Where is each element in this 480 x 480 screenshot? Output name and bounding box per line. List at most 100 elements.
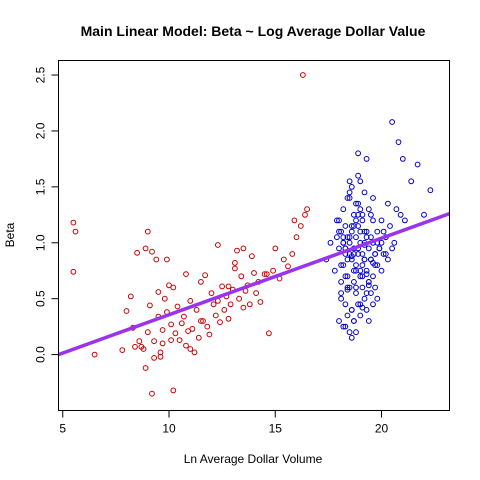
data-point — [370, 217, 376, 224]
data-point — [397, 211, 404, 218]
data-point — [246, 301, 253, 308]
data-point — [348, 228, 355, 235]
data-point — [359, 211, 366, 218]
data-point — [219, 283, 226, 290]
data-point — [355, 251, 362, 257]
data-point — [344, 256, 351, 263]
data-point — [361, 295, 368, 302]
data-point — [157, 353, 164, 360]
regression-line — [58, 212, 450, 357]
data-point — [127, 293, 134, 300]
data-point — [346, 234, 353, 241]
data-point — [232, 260, 238, 266]
chart-title: Main Linear Model: Beta ~ Log Average Do… — [81, 23, 426, 39]
data-point — [338, 290, 345, 297]
data-point — [359, 284, 366, 291]
data-point — [334, 217, 340, 224]
data-point — [378, 217, 385, 224]
data-point — [353, 217, 359, 224]
data-point — [191, 349, 198, 356]
data-point — [304, 206, 311, 213]
data-point — [385, 256, 391, 263]
data-point — [202, 272, 209, 279]
data-point — [289, 251, 296, 257]
data-point — [351, 267, 357, 274]
data-point — [168, 321, 175, 328]
data-point — [215, 242, 221, 248]
data-point — [174, 303, 181, 310]
data-point — [340, 234, 347, 241]
data-point — [346, 195, 353, 201]
data-point — [91, 351, 98, 358]
data-point — [70, 219, 77, 226]
data-point — [263, 271, 270, 278]
data-point — [357, 312, 364, 319]
data-point — [119, 347, 126, 354]
data-point — [348, 253, 355, 260]
data-point — [353, 329, 359, 336]
data-point — [344, 286, 351, 293]
data-point — [187, 346, 194, 352]
data-point — [376, 245, 383, 252]
data-point — [344, 273, 351, 280]
data-point — [236, 295, 243, 302]
data-point — [351, 211, 357, 218]
data-point — [368, 290, 374, 297]
data-point — [72, 228, 79, 235]
data-point — [355, 223, 362, 229]
data-point — [336, 245, 342, 252]
data-point — [351, 223, 357, 229]
data-point — [198, 318, 204, 324]
data-point — [168, 337, 175, 344]
data-point — [365, 206, 372, 213]
data-point — [240, 304, 247, 311]
data-point — [338, 228, 345, 235]
data-point — [217, 319, 223, 326]
data-point — [342, 223, 349, 229]
y-axis: 0.0 0.5 1.0 1.5 2.0 2.5 — [34, 66, 59, 363]
data-point — [334, 234, 340, 241]
data-point — [357, 267, 364, 274]
data-point — [187, 298, 194, 304]
data-point — [183, 271, 189, 278]
data-point — [336, 228, 342, 235]
x-tick-label: 5 — [59, 422, 66, 436]
data-point — [342, 273, 349, 280]
data-point — [348, 334, 355, 341]
data-point — [421, 211, 427, 218]
y-tick-label: 2.5 — [34, 66, 48, 83]
data-point — [338, 262, 345, 269]
data-point — [149, 248, 155, 255]
data-point — [348, 307, 355, 313]
data-point — [399, 156, 406, 162]
data-point — [370, 273, 376, 280]
data-point — [344, 312, 351, 319]
data-point — [372, 284, 379, 291]
data-point — [340, 206, 347, 213]
data-point — [346, 329, 353, 336]
data-point — [344, 195, 351, 201]
data-point — [353, 267, 359, 274]
data-point — [408, 178, 415, 185]
x-axis-label: Ln Average Dollar Volume — [184, 452, 323, 466]
data-point — [183, 342, 189, 349]
data-point — [340, 262, 347, 269]
data-point — [151, 355, 158, 361]
data-point — [370, 195, 376, 201]
data-point — [342, 301, 349, 308]
data-point — [374, 228, 381, 235]
x-axis: 5 10 15 20 — [59, 410, 388, 436]
data-point — [285, 263, 291, 270]
data-point — [149, 390, 155, 397]
data-point — [357, 228, 364, 235]
data-point — [380, 228, 387, 235]
data-point — [181, 313, 187, 320]
data-point — [266, 330, 272, 337]
data-point — [355, 301, 362, 308]
data-point — [368, 211, 374, 218]
data-point — [142, 365, 149, 371]
data-point — [70, 268, 77, 275]
data-point — [336, 217, 342, 224]
data-point — [261, 271, 268, 278]
